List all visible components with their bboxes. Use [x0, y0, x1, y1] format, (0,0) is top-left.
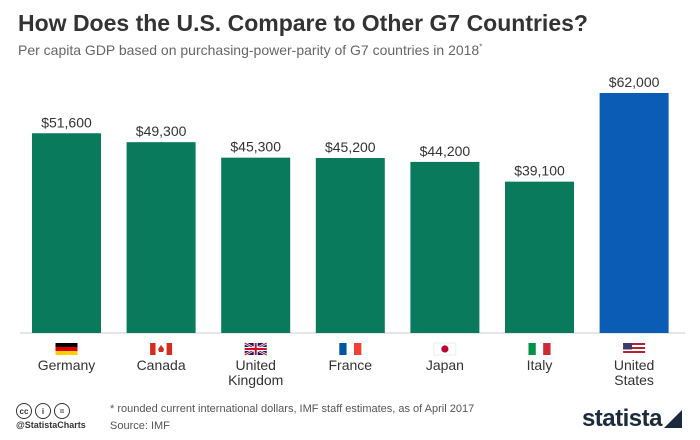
germany-flag-icon [55, 343, 78, 355]
statista-logo: statista [582, 405, 682, 433]
chart-subtitle: Per capita GDP based on purchasing-power… [18, 42, 688, 58]
value-label: $45,300 [230, 139, 281, 155]
category-label: United States [614, 357, 654, 388]
license-icons: cc i = [16, 403, 70, 419]
usa-flag-icon [623, 343, 646, 355]
bar-france [315, 158, 385, 333]
bar-canada [126, 142, 196, 333]
bar-united-states [599, 93, 669, 333]
japan-flag-icon [433, 342, 457, 356]
value-label: $44,200 [420, 143, 471, 159]
canada-flag-icon [150, 343, 173, 355]
value-label: $49,300 [136, 123, 187, 139]
bar-italy [505, 181, 574, 333]
bar-japan [410, 161, 480, 333]
category-label: Japan [426, 357, 464, 373]
bar-united-kingdom [221, 157, 291, 333]
category-label: Germany [38, 357, 96, 373]
france-flag-icon [339, 343, 362, 355]
source-note: Source: IMF [110, 420, 170, 432]
social-handle: @StatistaCharts [16, 420, 86, 430]
value-label: $62,000 [609, 74, 660, 90]
logo-text: statista [581, 405, 663, 432]
category-label: Italy [527, 357, 553, 373]
italy-flag-icon [528, 343, 551, 355]
nd-icon: = [54, 403, 70, 419]
chart-title: How Does the U.S. Compare to Other G7 Co… [18, 10, 588, 36]
category-label: Canada [137, 357, 186, 373]
subtitle-text: Per capita GDP based on purchasing-power… [18, 42, 480, 58]
subtitle-footnote-mark: * [479, 42, 483, 52]
value-label: $39,100 [514, 163, 565, 179]
by-icon: i [35, 403, 51, 419]
logo-mark-icon [664, 410, 682, 428]
bar-chart: $51,600 Germany $49,300 Canada $45,300 United… [20, 74, 685, 388]
category-label: United Kingdom [228, 357, 283, 388]
cc-icon: cc [16, 403, 32, 419]
value-label: $51,600 [41, 114, 92, 130]
category-label: France [329, 357, 373, 373]
uk-flag-icon [244, 341, 268, 357]
value-label: $45,200 [325, 139, 376, 155]
footnote: * rounded current international dollars,… [110, 403, 475, 415]
bar-germany [32, 133, 101, 333]
